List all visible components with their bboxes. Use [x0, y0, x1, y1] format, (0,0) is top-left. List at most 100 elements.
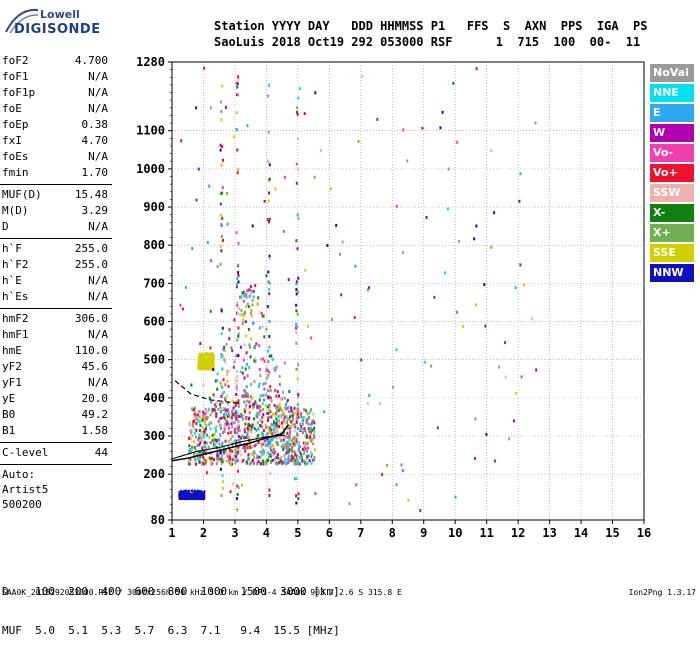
echo-point — [247, 305, 250, 309]
echo-point — [286, 446, 289, 450]
echo-point — [225, 372, 228, 376]
echo-point — [229, 437, 232, 441]
echo-point — [276, 456, 279, 460]
echo-point — [261, 453, 264, 456]
stripe-echo-point — [236, 82, 239, 86]
echo-point — [250, 314, 253, 318]
param-name: hmE — [2, 344, 22, 357]
echo-point — [305, 462, 307, 466]
stripe-echo-point — [237, 263, 240, 267]
stripe-echo-point — [236, 469, 239, 473]
echo-point — [277, 461, 280, 465]
noise-echo-point — [395, 483, 398, 487]
echo-point — [233, 453, 236, 457]
param-name: B1 — [2, 424, 16, 437]
echo-point — [195, 453, 198, 457]
echo-point — [284, 406, 287, 410]
echo-point — [288, 448, 291, 452]
noise-echo-point — [180, 139, 183, 143]
echo-point — [188, 421, 191, 425]
echo-point — [291, 419, 294, 423]
echo-point — [261, 432, 264, 436]
echo-point — [201, 495, 204, 499]
echo-point — [236, 301, 239, 305]
param-value: 45.6 — [81, 360, 109, 373]
echo-point — [195, 413, 198, 417]
noise-echo-point — [283, 361, 286, 365]
echo-point — [207, 445, 210, 449]
stripe-echo-point — [267, 374, 270, 377]
echo-point — [228, 337, 231, 341]
echo-point — [214, 403, 217, 407]
noise-echo-point — [274, 187, 277, 191]
noise-echo-point — [298, 87, 301, 91]
stripe-echo-point — [235, 128, 238, 131]
echo-point — [262, 408, 265, 412]
noise-echo-point — [381, 473, 384, 477]
echo-point — [284, 458, 286, 461]
legend-item-nnw: NNW — [650, 264, 694, 282]
echo-point — [266, 432, 269, 435]
echo-point — [205, 424, 208, 428]
echo-point — [208, 361, 211, 365]
noise-echo-point — [229, 490, 232, 494]
echo-point — [222, 354, 225, 358]
echo-point — [281, 461, 284, 465]
echo-point — [236, 451, 239, 455]
echo-point — [301, 417, 304, 421]
echo-point — [306, 449, 308, 453]
legend-item-vo: Vo+ — [650, 164, 694, 182]
noise-echo-point — [244, 410, 246, 414]
echo-point — [270, 422, 272, 426]
echo-point — [310, 437, 313, 441]
echo-point — [271, 453, 274, 457]
echo-point — [269, 431, 272, 435]
echo-point — [203, 363, 206, 367]
echo-point — [255, 428, 258, 432]
echo-point — [251, 423, 254, 427]
noise-echo-point — [366, 288, 369, 292]
echo-point — [278, 394, 280, 398]
plot-frame — [171, 61, 645, 521]
echo-point — [198, 436, 201, 440]
echo-point — [272, 428, 275, 432]
echo-point — [209, 366, 212, 370]
echo-point — [235, 450, 237, 454]
stripe-echo-point — [297, 393, 300, 396]
echo-point — [286, 431, 289, 435]
echo-point — [230, 416, 233, 420]
echo-point — [283, 461, 286, 465]
echo-point — [234, 439, 237, 443]
echo-point — [257, 411, 260, 415]
echo-point — [239, 313, 242, 317]
echo-point — [249, 399, 252, 403]
echo-point — [207, 357, 210, 361]
param-row-fof1: foF1 N/A — [0, 70, 112, 86]
stripe-echo-point — [237, 280, 240, 284]
echo-point — [259, 450, 262, 454]
echo-point — [290, 454, 293, 458]
param-row-hmf2: hmF2 306.0 — [0, 312, 112, 328]
echo-point — [235, 383, 238, 387]
echo-point — [197, 410, 200, 414]
echo-point — [216, 453, 219, 457]
stripe-echo-point — [295, 501, 298, 505]
echo-point — [248, 423, 250, 427]
echo-point — [275, 421, 278, 425]
noise-echo-point — [329, 187, 332, 191]
param-name: h`E — [2, 274, 22, 287]
param-value: 20.0 — [81, 392, 109, 405]
echo-point — [250, 382, 253, 386]
echo-point — [225, 342, 228, 346]
noise-echo-point — [392, 385, 395, 389]
param-value: N/A — [88, 290, 108, 303]
echo-point — [191, 445, 193, 449]
echo-point — [189, 493, 192, 497]
echo-point — [288, 438, 291, 442]
stripe-echo-point — [296, 213, 299, 217]
echo-point — [313, 456, 316, 459]
stripe-echo-point — [221, 84, 224, 88]
echo-point — [236, 412, 239, 416]
dashed-trace-line — [174, 380, 242, 405]
echo-point — [287, 434, 290, 438]
